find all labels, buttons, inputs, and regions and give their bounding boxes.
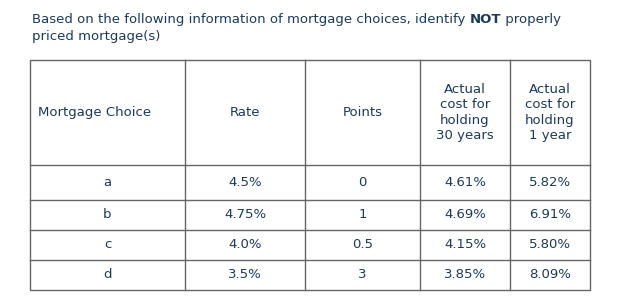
Text: 4.0%: 4.0% <box>228 239 262 251</box>
Text: Rate: Rate <box>230 106 260 119</box>
Text: c: c <box>104 239 111 251</box>
Text: 5.80%: 5.80% <box>529 239 571 251</box>
Text: 5.82%: 5.82% <box>529 176 571 189</box>
Text: Based on the following information of mortgage choices, identify: Based on the following information of mo… <box>32 13 469 26</box>
Text: properly: properly <box>501 13 561 26</box>
Text: 4.5%: 4.5% <box>228 176 262 189</box>
Text: b: b <box>104 209 112 222</box>
Text: Mortgage Choice: Mortgage Choice <box>38 106 151 119</box>
Text: Actual
cost for
holding
30 years: Actual cost for holding 30 years <box>436 83 494 142</box>
Text: 3.85%: 3.85% <box>444 268 486 282</box>
Text: 8.09%: 8.09% <box>529 268 571 282</box>
Text: 4.61%: 4.61% <box>444 176 486 189</box>
Text: 1: 1 <box>358 209 367 222</box>
Text: Actual
cost for
holding
1 year: Actual cost for holding 1 year <box>525 83 575 142</box>
Text: 4.69%: 4.69% <box>444 209 486 222</box>
Text: 3: 3 <box>358 268 367 282</box>
Text: a: a <box>104 176 112 189</box>
Text: priced mortgage(s): priced mortgage(s) <box>32 30 161 43</box>
Text: 4.15%: 4.15% <box>444 239 486 251</box>
Text: 4.75%: 4.75% <box>224 209 266 222</box>
Text: 0.5: 0.5 <box>352 239 373 251</box>
Text: 6.91%: 6.91% <box>529 209 571 222</box>
Bar <box>30 60 590 290</box>
Text: 0: 0 <box>358 176 366 189</box>
Text: Points: Points <box>342 106 383 119</box>
Text: d: d <box>104 268 112 282</box>
Text: 3.5%: 3.5% <box>228 268 262 282</box>
Text: NOT: NOT <box>469 13 501 26</box>
